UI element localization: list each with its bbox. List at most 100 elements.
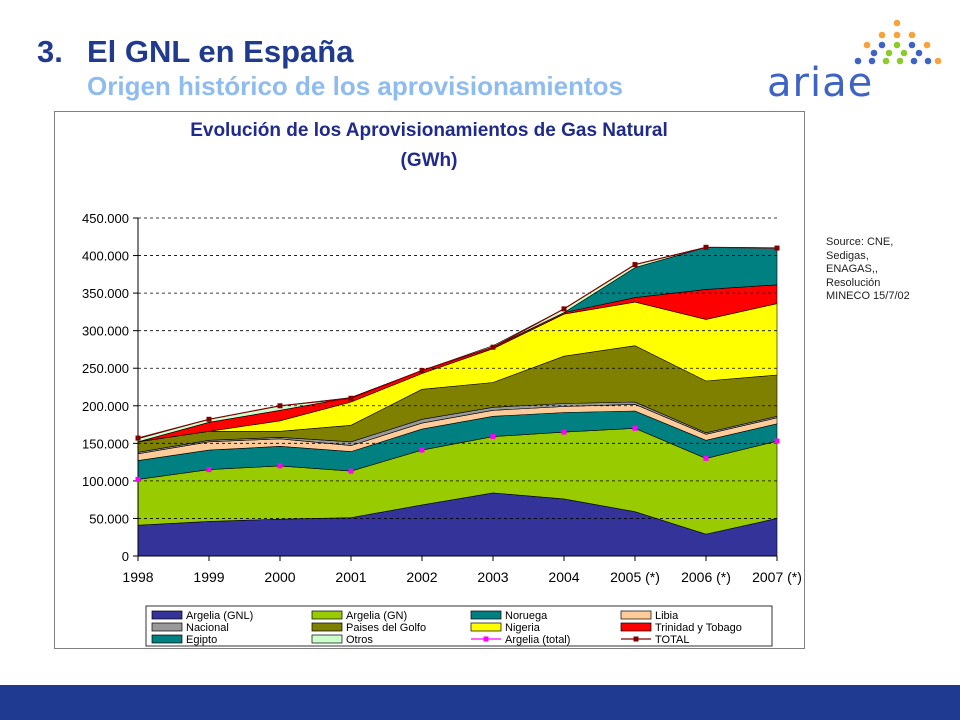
logo-dot (893, 19, 901, 27)
ariae-logo-dots (854, 19, 942, 65)
line-marker-total (348, 395, 354, 401)
chart-legend: Argelia (GNL) Argelia (GN) Noruega Libia Nac… (145, 605, 773, 647)
legend-swatch (311, 610, 343, 620)
logo-dot (868, 57, 876, 65)
line-marker-total (206, 416, 212, 422)
legend-frame (145, 605, 773, 647)
stacked-area-chart: Evolución de los Aprovisionamientos de G… (82, 120, 802, 647)
chart-title-line: Evolución de los Aprovisionamientos de G… (190, 120, 668, 141)
logo-dot (854, 57, 862, 65)
legend-marker (483, 636, 489, 642)
legend-swatch (311, 634, 343, 644)
y-tick-label: 200.000 (82, 399, 129, 414)
ariae-logo-text: ariae (767, 60, 874, 106)
line-marker-total (419, 367, 425, 373)
legend-swatch (311, 622, 343, 632)
y-tick-label: 400.000 (82, 249, 129, 264)
x-tick-label: 2007 (*) (752, 569, 802, 585)
line-marker-argelia-total (135, 476, 141, 482)
x-tick-label: 2005 (*) (610, 569, 660, 585)
x-tick-label: 2006 (*) (681, 569, 731, 585)
line-marker-argelia-total (277, 463, 283, 469)
legend-swatch (470, 622, 502, 632)
slide-number: 3. (37, 34, 63, 69)
source-note: Source: CNE, Sedigas, ENAGAS,, Resolución MI… (826, 236, 956, 304)
line-marker-argelia-total (490, 434, 496, 440)
logo-dot (900, 49, 908, 57)
legend-label: Argelia (GN) (346, 610, 407, 622)
line-marker-total (490, 344, 496, 350)
x-tick-label: 2000 (264, 569, 295, 585)
logo-dot (885, 49, 893, 57)
y-tick-label: 100.000 (82, 474, 129, 489)
logo-dot (893, 31, 901, 39)
legend-label: Nigeria (505, 622, 541, 634)
source-line: Sedigas, (826, 249, 869, 262)
legend-swatch (620, 610, 652, 620)
legend-swatch (620, 622, 652, 632)
x-tick-label: 1999 (193, 569, 224, 585)
logo-dot (908, 41, 916, 49)
line-marker-argelia-total (774, 438, 780, 444)
y-tick-label: 250.000 (82, 361, 129, 376)
slide-title-text: El GNL en España (87, 34, 354, 69)
x-tick-label: 2004 (548, 569, 579, 585)
legend-swatch (151, 622, 183, 632)
x-tick-label: 1998 (122, 569, 153, 585)
legend-swatch (151, 610, 183, 620)
line-marker-total (632, 262, 638, 268)
source-line: MINECO 15/7/02 (826, 290, 910, 303)
logo-dot (893, 41, 901, 49)
line-marker-argelia-total (348, 468, 354, 474)
legend-label: Argelia (total) (505, 634, 570, 646)
logo-dot (908, 31, 916, 39)
line-marker-argelia-total (561, 429, 567, 435)
line-marker-total (277, 403, 283, 409)
line-marker-argelia-total (632, 425, 638, 431)
chart-frame: Evolución de los Aprovisionamientos de G… (54, 111, 805, 649)
logo-dot (870, 49, 878, 57)
line-marker-total (703, 244, 709, 250)
line-marker-total (561, 306, 567, 312)
logo-dot (896, 57, 904, 65)
source-line: ENAGAS,, (826, 263, 878, 276)
line-marker-total (774, 245, 780, 251)
line-marker-total (135, 435, 141, 441)
line-marker-argelia-total (206, 467, 212, 473)
legend-swatch (470, 610, 502, 620)
line-marker-argelia-total (703, 455, 709, 461)
y-tick-label: 0 (122, 549, 129, 564)
legend-label: Paises del Golfo (346, 622, 426, 634)
y-tick-label: 300.000 (82, 324, 129, 339)
y-tick-label: 50.000 (89, 511, 129, 526)
logo-dot (882, 57, 890, 65)
legend-label: Libia (655, 610, 679, 622)
legend-label: Noruega (505, 610, 548, 622)
x-tick-label: 2001 (335, 569, 366, 585)
legend-label: Trinidad y Tobago (655, 622, 742, 634)
x-tick-label: 2002 (406, 569, 437, 585)
y-tick-label: 150.000 (82, 436, 129, 451)
y-tick-label: 350.000 (82, 286, 129, 301)
logo-dot (910, 57, 918, 65)
legend-label: Nacional (186, 622, 229, 634)
logo-dot (878, 41, 886, 49)
legend-label: TOTAL (655, 634, 689, 646)
logo-dot (924, 57, 932, 65)
line-marker-argelia-total (419, 447, 425, 453)
logo-dot (934, 57, 942, 65)
footer-bar (0, 685, 960, 720)
legend-swatch (151, 634, 183, 644)
y-tick-label: 450.000 (82, 211, 129, 226)
logo-dot (915, 49, 923, 57)
source-line: Resolución (826, 276, 881, 289)
legend-marker (633, 636, 639, 642)
x-tick-label: 2003 (477, 569, 508, 585)
chart-title-line: (GWh) (401, 150, 458, 171)
logo-dot (863, 41, 871, 49)
legend-label: Argelia (GNL) (186, 610, 253, 622)
logo-dot (878, 31, 886, 39)
line-series-total (137, 246, 778, 439)
logo-dot (923, 41, 931, 49)
slide-subtitle: Origen histórico de los aprovisionamient… (87, 71, 623, 101)
